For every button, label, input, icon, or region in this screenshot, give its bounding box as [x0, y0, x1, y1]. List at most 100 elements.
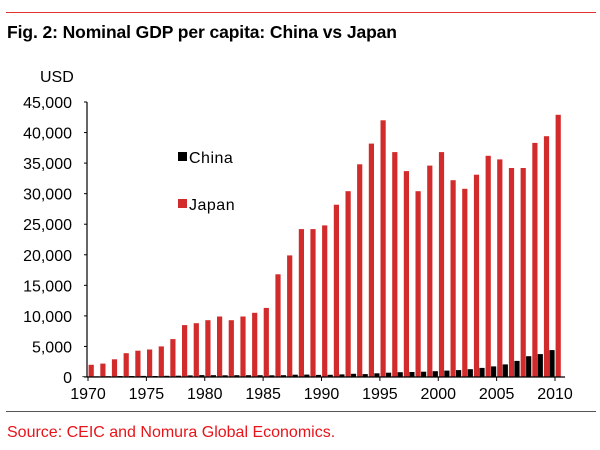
bar-japan-2001 [450, 180, 456, 377]
bar-japan-2004 [485, 155, 491, 377]
x-tick-label: 1980 [187, 386, 223, 403]
bar-japan-2000 [438, 152, 445, 377]
bar-china-1990 [315, 374, 322, 377]
x-tick-label: 1975 [129, 386, 165, 403]
bar-japan-2007 [520, 168, 526, 377]
bar-japan-1979 [193, 323, 199, 377]
bar-japan-1970 [88, 364, 94, 377]
bar-japan-1992 [345, 191, 351, 377]
bar-china-2006 [502, 364, 508, 377]
bar-japan-1990 [322, 225, 328, 377]
bar-china-2002 [456, 370, 462, 377]
bar-japan-1976 [158, 346, 164, 377]
bar-china-1995 [374, 373, 380, 377]
bar-china-1998 [409, 372, 415, 377]
x-tick-label: 1990 [304, 386, 340, 403]
bar-japan-1984 [252, 312, 258, 377]
y-tick-label: 30,000 [23, 187, 72, 204]
bar-japan-2002 [462, 188, 468, 377]
bar-japan-1989 [310, 229, 316, 377]
japan-bars [88, 114, 561, 378]
bar-japan-1994 [368, 143, 374, 377]
bar-china-1989 [304, 374, 310, 377]
chart-title: Fig. 2: Nominal GDP per capita: China vs… [7, 22, 397, 42]
bar-japan-2005 [497, 159, 503, 377]
bar-china-1996 [386, 372, 392, 377]
y-tick-label: 35,000 [23, 156, 72, 173]
bar-china-1988 [292, 374, 298, 377]
bar-japan-1983 [240, 316, 246, 377]
y-tick-label: 5,000 [32, 339, 72, 356]
bar-japan-1986 [275, 274, 281, 377]
bar-china-1978 [175, 375, 181, 377]
bar-china-2000 [432, 371, 438, 377]
y-tick-label: 20,000 [23, 248, 72, 265]
bar-japan-2003 [473, 174, 480, 377]
bar-japan-1975 [147, 349, 153, 377]
axes [86, 102, 565, 378]
bar-japan-1977 [170, 339, 176, 377]
bar-japan-1985 [263, 307, 269, 377]
bar-china-1983 [234, 375, 240, 377]
y-tick-label: 25,000 [23, 217, 72, 234]
legend-label-china: China [189, 150, 233, 167]
y-tick-label: 10,000 [23, 309, 72, 326]
bar-japan-1996 [392, 152, 398, 377]
x-tick-label: 1995 [362, 386, 398, 403]
bar-japan-2010 [555, 114, 561, 378]
bar-china-2010 [549, 350, 555, 377]
bar-china-1979 [187, 375, 193, 377]
bar-china-1992 [339, 374, 345, 377]
bar-japan-1981 [217, 316, 223, 377]
bar-china-1980 [199, 375, 205, 377]
bar-japan-2009 [543, 136, 550, 377]
x-tick-label: 2000 [420, 386, 456, 403]
bar-japan-1993 [357, 164, 363, 377]
bar-japan-1998 [415, 191, 421, 377]
x-tick-label: 1970 [70, 386, 106, 403]
bar-china-2004 [479, 367, 485, 377]
bar-china-1987 [280, 375, 287, 377]
bar-china-1982 [222, 375, 228, 377]
top-rule [6, 12, 596, 13]
bar-china-2009 [537, 354, 543, 377]
bar-china-2005 [491, 366, 497, 377]
china-bars [82, 350, 555, 378]
bar-japan-1972 [111, 359, 118, 377]
bar-china-2001 [444, 370, 450, 377]
bar-japan-2008 [532, 142, 538, 377]
x-tick-label: 2005 [479, 386, 515, 403]
y-tick-label: 0 [63, 370, 72, 387]
bar-china-2007 [514, 360, 520, 377]
bar-china-1984 [245, 375, 252, 377]
bar-japan-1980 [205, 320, 211, 377]
x-axis-ticks: 1970 1975 1980 1985 1990 1995 2000 2005 2010 [70, 377, 573, 403]
bar-japan-1995 [380, 120, 386, 378]
bar-japan-1974 [135, 350, 141, 377]
y-axis-ticks: 0 5,000 10,000 15,000 20,000 25,000 30,000 35,0… [23, 95, 87, 387]
bar-china-1981 [210, 375, 216, 377]
bar-japan-1978 [182, 325, 188, 377]
bar-japan-1988 [298, 229, 304, 377]
y-tick-label: 45,000 [23, 95, 72, 112]
bar-japan-2006 [508, 168, 515, 377]
bar-china-1999 [421, 371, 427, 377]
bar-japan-1973 [123, 353, 129, 377]
bar-japan-1991 [333, 204, 339, 377]
legend: China Japan [178, 150, 235, 214]
bar-china-2003 [467, 369, 473, 377]
bar-china-1994 [362, 374, 368, 377]
bar-china-2008 [526, 356, 532, 377]
y-tick-label: 15,000 [23, 278, 72, 295]
bottom-rule [6, 411, 596, 412]
legend-swatch-china [178, 152, 187, 161]
x-tick-label: 2010 [537, 386, 573, 403]
bar-japan-1997 [403, 171, 409, 377]
source-note: Source: CEIC and Nomura Global Economics… [7, 424, 336, 441]
bar-china-1991 [327, 374, 333, 377]
x-tick-label: 1985 [245, 386, 281, 403]
bar-china-1986 [269, 375, 275, 377]
bar-japan-1999 [427, 165, 433, 377]
bar-china-1997 [397, 372, 403, 377]
